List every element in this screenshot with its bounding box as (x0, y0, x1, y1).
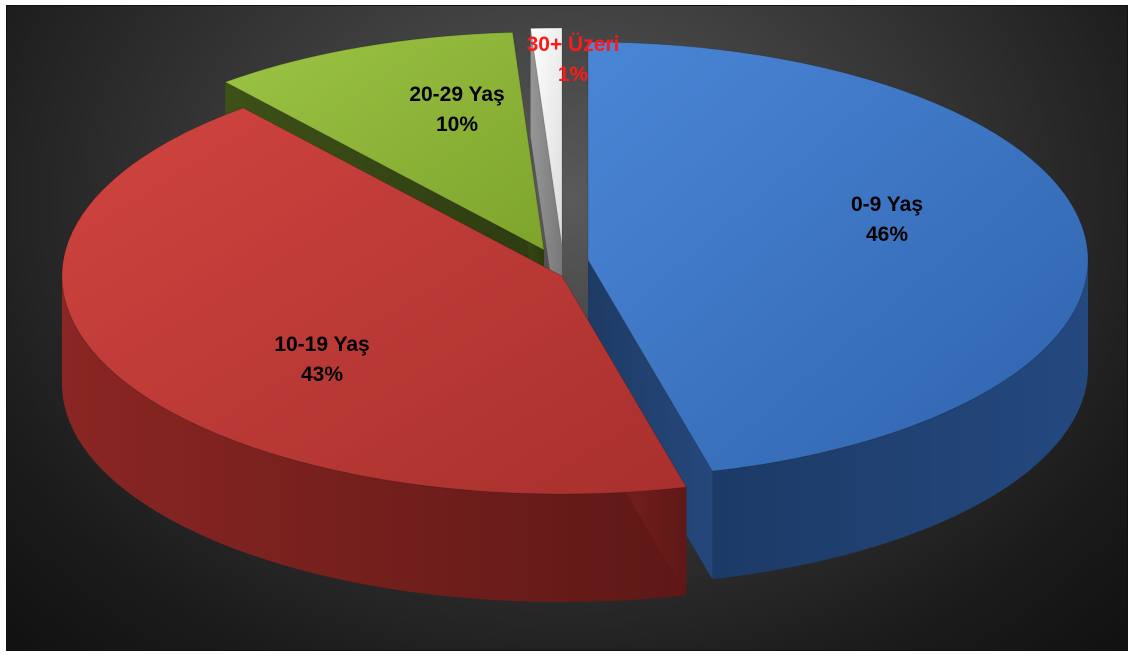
pie-slice-side (712, 260, 1088, 580)
pie-chart: 0-9 Yaş 46% 10-19 Yaş 43% 20-29 Yaş 10% 30+ Üz… (61, 27, 1089, 602)
slice-value-label: 46% (866, 223, 908, 246)
pie-slice (224, 31, 545, 251)
slice-value-label: 1% (558, 63, 589, 86)
slice-category-label: 30+ Üzeri (527, 33, 620, 56)
slice-category-label: 0-9 Yaş (851, 193, 923, 216)
slice-category-label: 10-19 Yaş (274, 333, 369, 356)
pie-slice (61, 107, 688, 495)
slice-category-label: 20-29 Yaş (409, 83, 504, 106)
slice-value-label: 10% (436, 113, 478, 136)
pie-slice (530, 27, 563, 247)
pie-slice-side (62, 276, 687, 602)
pie-slice (587, 41, 1089, 472)
slice-value-label: 43% (301, 363, 343, 386)
chart-area: 0-9 Yaş 46% 10-19 Yaş 43% 20-29 Yaş 10% 30+ Üz… (6, 5, 1128, 651)
